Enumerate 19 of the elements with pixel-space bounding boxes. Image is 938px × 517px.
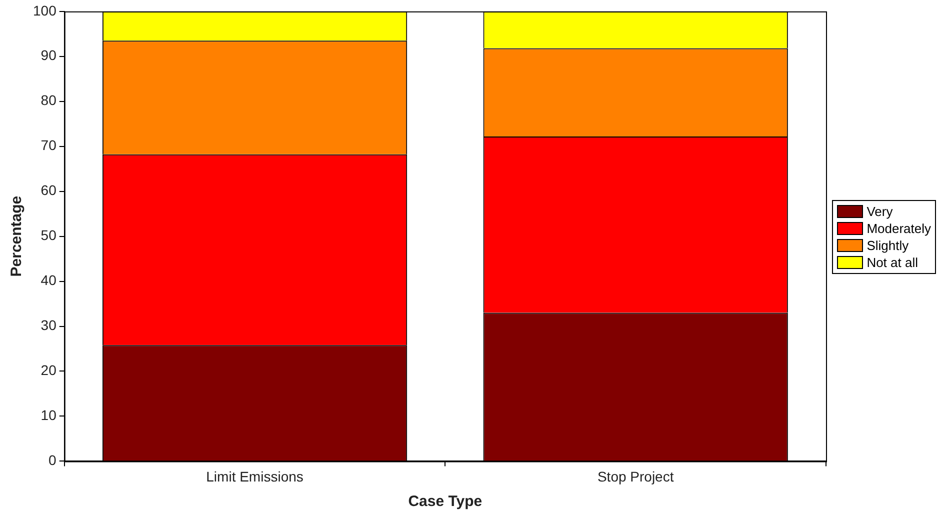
legend-label: Very	[866, 204, 893, 219]
y-tick-label: 0	[48, 452, 57, 468]
y-tick-label: 50	[40, 227, 57, 244]
x-tick-label: Limit Emissions	[206, 468, 304, 484]
x-tick-label: Stop Project	[597, 468, 674, 484]
x-axis-title: Case Type	[408, 493, 482, 510]
y-tick-label: 80	[40, 92, 57, 108]
y-tick-label: 20	[40, 362, 57, 378]
legend-label: Moderately	[866, 221, 931, 236]
y-tick-label: 100	[33, 2, 57, 18]
y-axis-title: Percentage	[8, 196, 26, 277]
y-tick-label: 70	[40, 137, 57, 154]
legend-label: Slightly	[866, 238, 909, 253]
y-tick-label: 60	[40, 182, 57, 198]
y-tick-label: 40	[40, 272, 57, 288]
y-tick-label: 90	[40, 47, 57, 64]
y-tick-label: 30	[40, 317, 57, 334]
y-tick-label: 10	[40, 407, 57, 424]
legend-label: Not at all	[866, 255, 918, 270]
